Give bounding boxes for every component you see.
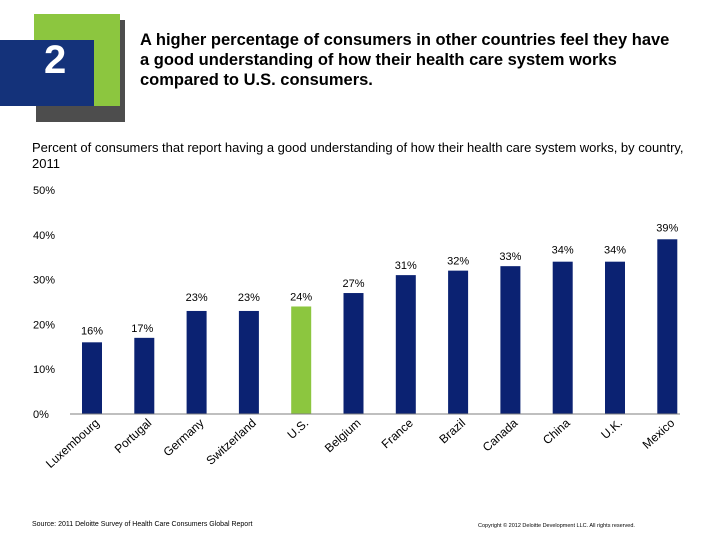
x-tick-label: China <box>540 416 573 448</box>
x-tick-label: Brazil <box>436 416 468 446</box>
x-tick-label: Canada <box>480 416 521 455</box>
data-label: 34% <box>604 245 626 257</box>
x-tick-label: U.K. <box>598 416 625 442</box>
data-label: 23% <box>238 292 260 304</box>
data-label: 23% <box>186 292 208 304</box>
bar <box>657 239 678 414</box>
copyright-note: Copyright © 2012 Deloitte Development LL… <box>478 523 635 529</box>
x-tick-label: Germany <box>161 416 207 459</box>
data-label: 27% <box>342 278 364 290</box>
x-tick-label: Luxembourg <box>43 416 102 471</box>
data-label: 16% <box>81 325 103 337</box>
slide-headline: A higher percentage of consumers in othe… <box>140 31 670 89</box>
x-tick-label: Portugal <box>112 416 155 456</box>
badge-blue <box>0 40 94 106</box>
data-label: 24% <box>290 291 312 303</box>
chart-title: Percent of consumers that report having … <box>32 140 684 171</box>
bar <box>343 293 364 414</box>
bar <box>500 266 521 414</box>
x-tick-label: Switzerland <box>203 416 258 468</box>
bar <box>186 310 207 414</box>
bar <box>448 270 469 414</box>
y-tick-label: 50% <box>33 185 55 197</box>
data-label: 32% <box>447 256 469 268</box>
bar <box>134 337 155 414</box>
bar-chart: 0% 10% 20% 30% 40% 50% 16% Luxembourg 17% Portuga… <box>33 185 680 471</box>
bar <box>82 342 102 414</box>
source-note: Source: 2011 Deloitte Survey of Health C… <box>32 521 253 528</box>
data-label: 39% <box>656 222 678 234</box>
data-label: 31% <box>395 260 417 272</box>
bar <box>291 306 312 414</box>
y-tick-label: 10% <box>33 364 55 376</box>
data-label: 17% <box>131 323 153 335</box>
bar <box>395 275 416 414</box>
slide-number-badge <box>0 14 125 122</box>
data-label: 34% <box>552 245 574 257</box>
x-tick-label: U.S. <box>284 416 311 442</box>
x-tick-label: Mexico <box>640 416 678 452</box>
bar <box>238 310 259 414</box>
slide-number: 2 <box>44 38 67 82</box>
bar <box>605 261 625 414</box>
data-label: 33% <box>499 251 521 263</box>
y-tick-label: 40% <box>33 230 55 242</box>
y-tick-label: 30% <box>33 275 55 287</box>
x-tick-label: France <box>379 416 416 452</box>
x-tick-label: Belgium <box>322 416 364 455</box>
y-tick-label: 20% <box>33 319 55 331</box>
bar <box>552 261 573 414</box>
y-tick-label: 0% <box>33 409 49 421</box>
